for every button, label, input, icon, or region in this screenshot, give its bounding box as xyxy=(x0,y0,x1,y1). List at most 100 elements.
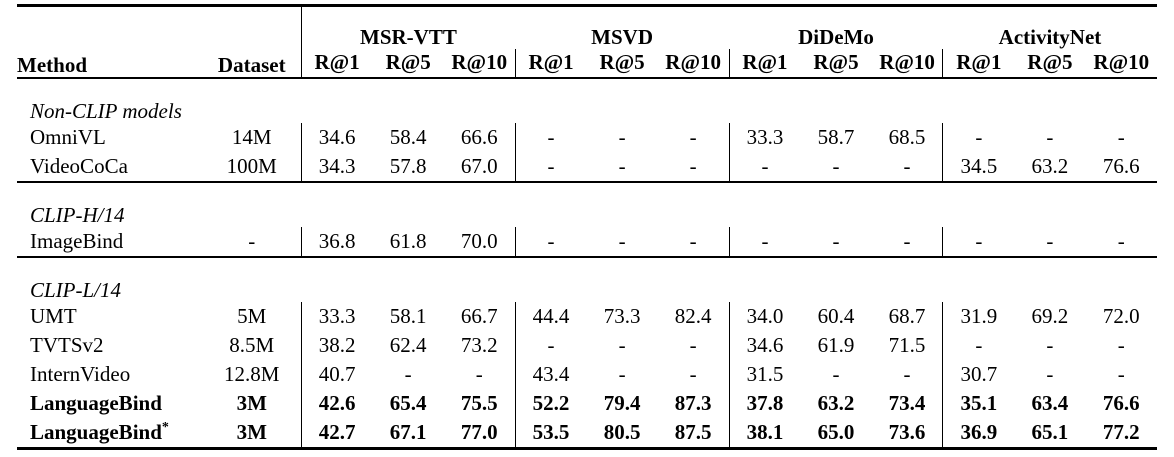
cell-value: - xyxy=(514,152,587,182)
cell-value: 58.7 xyxy=(817,124,855,149)
cell-dataset: 8.5M xyxy=(202,331,302,360)
cell-value: 65.0 xyxy=(817,419,855,444)
cell-value: 33.3 xyxy=(728,123,801,152)
cell-dataset: 100M xyxy=(202,152,302,182)
cell-value: 61.8 xyxy=(389,228,427,253)
header-row-benchmarks: Method Dataset MSR-VTT MSVD DiDeMo ActivityNe… xyxy=(17,5,1157,78)
cell-value: - xyxy=(514,123,587,152)
benchmark-header-msr-vtt: MSR-VTT xyxy=(360,24,457,49)
table-row-languagebind-star: LanguageBind* 3M 42.7 67.1 77.0 53.5 80.5 87.5 3… xyxy=(17,418,1157,449)
cell-value: 73.3 xyxy=(603,303,641,328)
cell-value: 69.2 xyxy=(1031,303,1069,328)
cell-value: 79.4 xyxy=(603,390,641,415)
cell-value: - xyxy=(1117,228,1125,253)
cell-value: - xyxy=(942,123,1015,152)
cell-value: - xyxy=(618,228,626,253)
cell-value: 36.8 xyxy=(318,228,356,253)
cell-value: 63.2 xyxy=(1031,153,1069,178)
cell-value: - xyxy=(689,124,697,149)
cell-value: 40.7 xyxy=(318,361,356,386)
cell-value: 31.5 xyxy=(728,360,801,389)
table-header: Method Dataset MSR-VTT MSVD DiDeMo ActivityNe… xyxy=(17,5,1157,78)
cell-value: 72.0 xyxy=(1102,303,1140,328)
benchmark-header-didemo: DiDeMo xyxy=(798,24,874,49)
col-header-dataset: Dataset xyxy=(202,5,302,78)
cell-value: 57.8 xyxy=(389,153,427,178)
cell-value: - xyxy=(618,124,626,149)
cell-value: 43.4 xyxy=(514,360,587,389)
cell-value: - xyxy=(728,152,801,182)
cell-value: 34.6 xyxy=(318,124,356,149)
metric-header: R@1 xyxy=(314,50,360,75)
cell-value: - xyxy=(618,361,626,386)
metric-header: R@10 xyxy=(1093,50,1150,75)
cell-method: InternVideo xyxy=(17,360,203,389)
cell-value: 61.9 xyxy=(817,332,855,357)
cell-value: 82.4 xyxy=(674,303,712,328)
cell-value: - xyxy=(514,227,587,257)
cell-value: - xyxy=(903,153,911,178)
metric-header: R@5 xyxy=(385,50,431,75)
cell-value: 37.8 xyxy=(728,389,801,418)
cell-value: - xyxy=(1117,361,1125,386)
metric-header: R@1 xyxy=(514,49,587,78)
cell-value: - xyxy=(475,361,483,386)
cell-dataset: 14M xyxy=(202,123,302,152)
table-body: Non-CLIP models OmniVL 14M 34.6 58.4 66.6- - -3… xyxy=(17,78,1157,449)
cell-value: 68.5 xyxy=(888,124,926,149)
method-name: OmniVL xyxy=(30,124,106,149)
section-row: Non-CLIP models xyxy=(17,78,1157,123)
cell-value: 67.0 xyxy=(460,153,498,178)
cell-value: 58.4 xyxy=(389,124,427,149)
metric-header: R@10 xyxy=(451,50,508,75)
table-row-umt: UMT 5M 33.3 58.1 66.7 44.4 73.3 82.4 34.0 60.4 68.… xyxy=(17,302,1157,331)
cell-dataset: 12.8M xyxy=(202,360,302,389)
cell-value: 75.5 xyxy=(460,390,498,415)
cell-value: 63.2 xyxy=(817,390,855,415)
method-name: LanguageBind xyxy=(30,419,162,444)
cell-value: 73.2 xyxy=(460,332,498,357)
cell-value: 42.7 xyxy=(318,419,356,444)
section-row: CLIP-L/14 xyxy=(17,257,1157,302)
metric-header: R@10 xyxy=(665,50,721,75)
cell-value: - xyxy=(618,332,626,357)
table-row-videococa: VideoCoCa 100M 34.3 57.8 67.0- - - - - -34.5 63.2 7… xyxy=(17,152,1157,182)
cell-value: 30.7 xyxy=(942,360,1015,389)
cell-value: 67.1 xyxy=(389,419,427,444)
cell-value: - xyxy=(832,361,840,386)
cell-value: - xyxy=(832,228,840,253)
cell-value: 80.5 xyxy=(603,419,641,444)
cell-value: 76.6 xyxy=(1102,153,1140,178)
cell-value: 71.5 xyxy=(888,332,926,357)
section-title: CLIP-H/14 xyxy=(30,202,125,227)
cell-value: 53.5 xyxy=(514,418,587,449)
cell-dataset: 3M xyxy=(202,389,302,418)
cell-value: - xyxy=(1046,361,1054,386)
cell-value: - xyxy=(689,228,697,253)
col-header-method: Method xyxy=(17,52,87,77)
cell-value: 38.2 xyxy=(318,332,356,357)
method-name: TVTSv2 xyxy=(30,332,104,357)
cell-value: - xyxy=(689,361,697,386)
cell-value: - xyxy=(404,361,412,386)
cell-value: 60.4 xyxy=(817,303,855,328)
cell-value: - xyxy=(942,331,1015,360)
cell-value: - xyxy=(1046,332,1054,357)
cell-value: - xyxy=(689,153,697,178)
table-row-imagebind: ImageBind -36.8 61.8 70.0- - - - - - - - - xyxy=(17,227,1157,257)
cell-method: ImageBind xyxy=(17,227,203,257)
cell-value: - xyxy=(903,361,911,386)
cell-method: LanguageBind* xyxy=(17,418,203,449)
cell-value: 73.4 xyxy=(888,390,926,415)
cell-value: 34.6 xyxy=(728,331,801,360)
cell-value: 34.5 xyxy=(942,152,1015,182)
method-star: * xyxy=(161,419,169,435)
cell-value: 35.1 xyxy=(942,389,1015,418)
header-row-metrics: R@1 R@5 R@10 R@1 R@5 R@10 R@1 R@5 R@10 R@1 R@5 R@10 xyxy=(17,49,1157,78)
table-row-languagebind: LanguageBind 3M 42.6 65.4 75.5 52.2 79.4 87.3 37… xyxy=(17,389,1157,418)
cell-value: 31.9 xyxy=(942,302,1015,331)
cell-value: 68.7 xyxy=(888,303,926,328)
cell-value: - xyxy=(903,228,911,253)
cell-value: 73.6 xyxy=(888,419,926,444)
metric-header: R@5 xyxy=(599,50,645,75)
